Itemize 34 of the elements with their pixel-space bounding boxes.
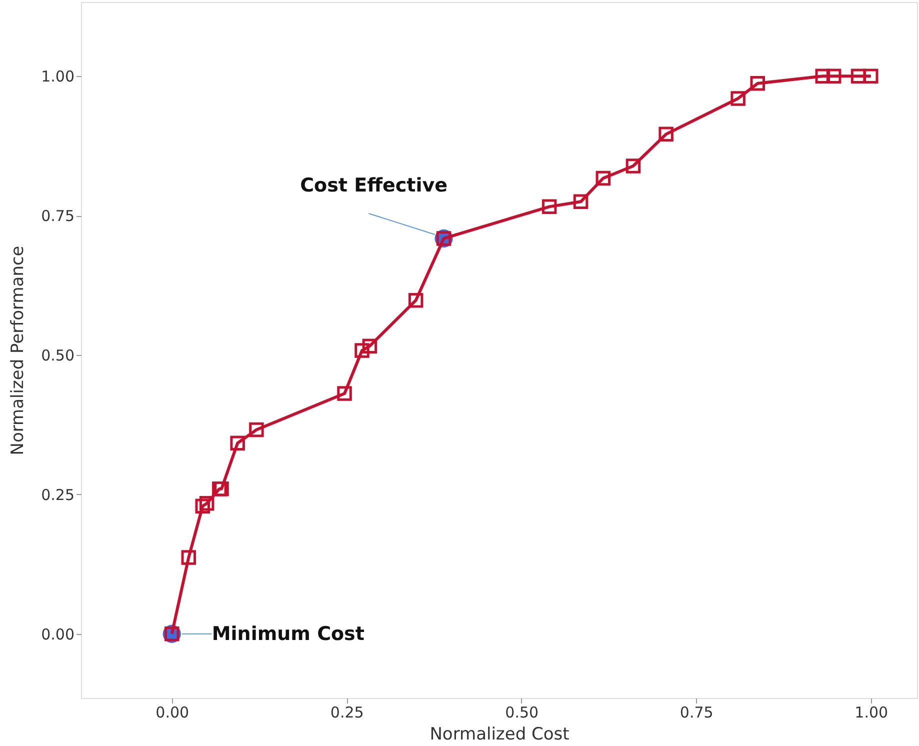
x-tick-label: 1.00 — [854, 704, 888, 722]
annotation: Cost Effective — [300, 174, 448, 196]
x-axis-title: Normalized Cost — [430, 724, 570, 744]
point — [730, 91, 746, 106]
y-tick-label: 0.75 — [41, 207, 74, 226]
point — [750, 76, 765, 91]
point — [850, 68, 866, 84]
point — [337, 386, 352, 401]
point — [573, 194, 588, 210]
x-tick-label: 0.25 — [330, 704, 364, 722]
annotation: Minimum Cost — [212, 622, 364, 645]
point — [408, 292, 424, 308]
point — [230, 436, 245, 451]
point — [626, 158, 641, 174]
y-tick-label: 0.00 — [41, 625, 74, 644]
x-tick-label: 0.75 — [680, 704, 714, 722]
point — [195, 498, 210, 514]
point — [362, 338, 378, 354]
y-tick-label: 1.00 — [41, 68, 74, 86]
point — [199, 496, 214, 511]
y-tick-label: 0.25 — [41, 486, 74, 504]
point — [815, 68, 830, 84]
y-tick-label: 0.50 — [41, 346, 74, 365]
y-axis-title: Normalized Performance — [8, 246, 28, 456]
point — [826, 68, 842, 84]
x-tick-label: 0.50 — [505, 704, 539, 722]
point — [354, 343, 370, 358]
point — [863, 68, 878, 84]
point — [596, 170, 611, 186]
x-tick-label: 0.00 — [156, 704, 190, 722]
point — [542, 199, 557, 214]
point — [658, 126, 674, 142]
point — [249, 422, 264, 438]
point — [181, 550, 196, 565]
